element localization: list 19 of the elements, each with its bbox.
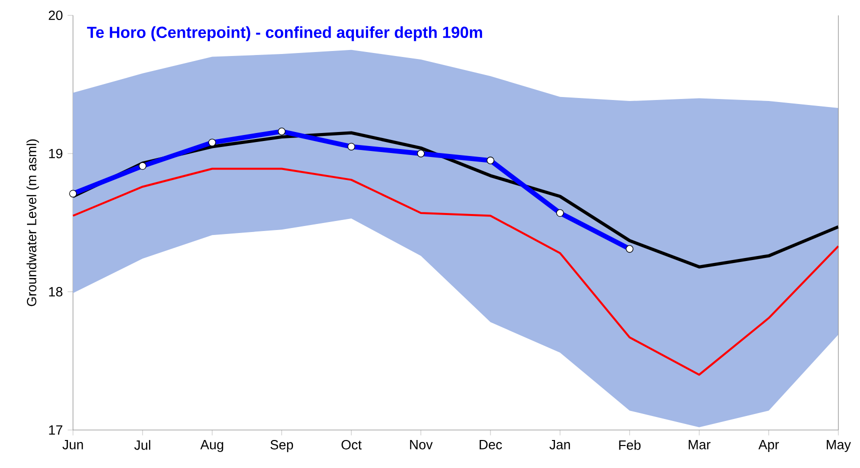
x-tick-label: May xyxy=(826,440,851,452)
y-tick-label: 17 xyxy=(49,425,62,435)
x-tick-label: Oct xyxy=(342,440,362,450)
x-tick-label: Mar xyxy=(688,440,710,450)
y-tick-label: 19 xyxy=(49,148,62,158)
x-tick-label: Jan xyxy=(549,440,570,450)
x-tick-label: Dec xyxy=(480,440,502,450)
x-tick-label: Jun xyxy=(62,440,83,450)
line-series xyxy=(72,168,840,376)
x-tick-label: Sep xyxy=(270,440,294,452)
y-tick-label: 18 xyxy=(49,287,62,296)
x-tick-label: Feb xyxy=(619,440,641,450)
y-tick-label: 20 xyxy=(48,10,62,20)
x-tick-label: Jul xyxy=(134,440,150,450)
x-tick-label: Nov xyxy=(410,440,433,450)
y-axis-title: Groundwater Level (m asml) xyxy=(26,139,39,306)
x-tick-label: Apr xyxy=(758,440,779,452)
x-tick-label: Aug xyxy=(200,440,224,452)
text: Te Horo (Centrepoint) - confined aquifer depth 190m xyxy=(87,26,482,42)
